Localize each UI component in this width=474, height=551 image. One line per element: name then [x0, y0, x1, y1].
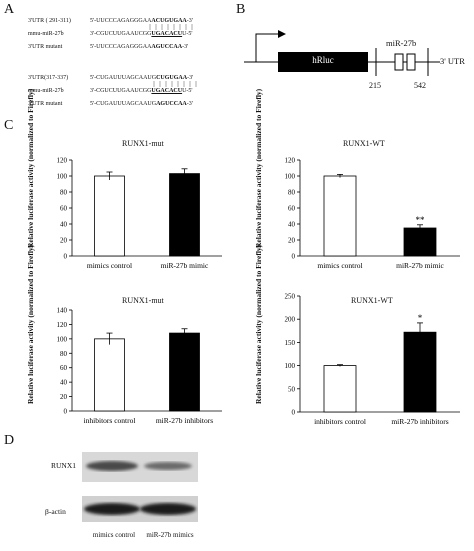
lane-label-2: miR-27b mimics — [146, 531, 194, 539]
y-tick-label: 150 — [285, 339, 296, 347]
seq-text: 3'-CGUCUUGAAUCGGUGACACUU-5' — [90, 31, 193, 37]
y-tick-label: 100 — [285, 362, 296, 370]
seq-text: 5'-CUGAUUUAGCAAUGCUGUGAA-3' — [90, 75, 194, 81]
band-label-runx1: RUNX1 — [51, 461, 77, 470]
x-category-label: miR-27b mimic — [396, 261, 444, 270]
panel-label-b: B — [236, 2, 246, 17]
utr-label: 3' UTR — [440, 56, 465, 66]
x-category-label: mimics control — [87, 261, 132, 270]
bar — [169, 332, 200, 412]
seq-text: 5'-UUCCCAGAGGGAAACUGUGAA-3' — [90, 18, 193, 24]
mir-site-1 — [394, 53, 404, 71]
y-tick-label: 80 — [60, 350, 68, 358]
pos-end-label: 542 — [414, 81, 426, 90]
y-tick-label: 80 — [288, 189, 296, 197]
y-tick-label: 80 — [60, 189, 68, 197]
mir-label: miR-27b — [386, 38, 417, 48]
x-category-label: miR-27b mimic — [161, 261, 209, 270]
bar — [323, 365, 357, 413]
y-tick-label: 100 — [57, 335, 68, 343]
y-tick-label: 40 — [288, 221, 296, 229]
bar-chart-runx1-wt-mimic: 0 20 40 60 80 100 120 mimics control ** miR-27b m… — [285, 157, 460, 270]
seq-label: 3'UTR(317-337) — [28, 75, 69, 81]
y-tick-label: 60 — [60, 205, 68, 213]
chart-title: RUNX1-mut — [122, 296, 164, 305]
y-tick-label: 120 — [285, 157, 296, 165]
band-runx1-lane1 — [86, 461, 138, 471]
y-tick-label: 0 — [64, 253, 68, 261]
seq-text: 5'-CUGAUUUAGCAAUGAGUCCAA-3' — [90, 101, 193, 107]
band-actin-lane2 — [140, 503, 196, 515]
construct-diagram — [244, 30, 440, 76]
y-tick-label: 0 — [64, 408, 68, 416]
y-tick-label: 200 — [285, 316, 296, 324]
y-tick-label: 0 — [292, 253, 296, 261]
pairing-lines — [153, 81, 197, 87]
band-runx1-lane2 — [144, 462, 192, 470]
y-tick-label: 100 — [285, 173, 296, 181]
chart-title: RUNX1-WT — [351, 296, 393, 305]
panel-label-d: D — [4, 433, 15, 448]
promoter-arrow-head — [278, 30, 286, 38]
bar-chart-runx1-wt-inhibitor: 0 50 100 150 200 250 inhibitors control * miR-27… — [285, 293, 460, 426]
significance-mark: ** — [416, 215, 426, 225]
seq-label: 3'UTR mutant — [28, 101, 63, 107]
bar — [94, 175, 125, 257]
x-category-label: miR-27b inhibitors — [156, 416, 213, 425]
y-tick-label: 250 — [285, 293, 296, 301]
panel-label-a: A — [4, 2, 15, 17]
seq-label: mmu-miR-27b — [28, 88, 64, 94]
y-tick-label: 20 — [60, 237, 68, 245]
lane-label-1: mimics control — [92, 531, 136, 539]
chart-title: RUNX1-WT — [343, 139, 385, 148]
y-tick-label: 120 — [57, 321, 68, 329]
y-tick-label: 120 — [57, 157, 68, 165]
y-tick-label: 140 — [57, 307, 68, 315]
bar — [169, 173, 200, 257]
band-label-actin: β-actin — [45, 507, 66, 516]
seq-text: 5'-UUCCCAGAGGGAAAGUCCAA-3' — [90, 44, 189, 50]
hrluc-label: hRluc — [312, 55, 334, 65]
seq-label: 3'UTR mutant — [28, 44, 63, 50]
y-tick-label: 20 — [288, 237, 296, 245]
y-tick-label: 0 — [292, 409, 296, 417]
x-category-label: inhibitors control — [314, 417, 366, 426]
bar — [403, 227, 437, 257]
y-tick-label: 40 — [60, 221, 68, 229]
seq-text: 3'-CGUCUUGAAUCGGUGACACUU-5' — [90, 88, 193, 94]
seq-label: 3'UTR ( 291-311) — [28, 18, 71, 24]
bar — [94, 338, 125, 412]
blot-image — [82, 452, 198, 522]
mir-site-2 — [406, 53, 416, 71]
band-actin-lane1 — [84, 503, 140, 515]
y-tick-label: 40 — [60, 379, 68, 387]
significance-mark: * — [418, 313, 423, 323]
x-category-label: miR-27b inhibitors — [391, 417, 448, 426]
bar-chart-runx1-mut-mimic: 0 20 40 60 80 100 120 mimics control miR-27b mim… — [57, 157, 222, 270]
bar-chart-runx1-mut-inhibitor: 0 20 40 60 80 100 120 140 inhibitors control miR-… — [57, 307, 222, 425]
panel-label-c: C — [4, 118, 14, 133]
pos-start-label: 215 — [369, 81, 381, 90]
y-tick-label: 100 — [57, 173, 68, 181]
pairing-lines — [149, 24, 193, 30]
y-tick-label: 60 — [60, 364, 68, 372]
bar — [403, 331, 437, 413]
hrluc-box — [278, 52, 368, 72]
x-category-label: inhibitors control — [84, 416, 136, 425]
promoter-arrow — [255, 33, 278, 62]
x-category-label: mimics control — [317, 261, 362, 270]
y-tick-label: 50 — [288, 385, 296, 393]
y-tick-label: 20 — [60, 393, 68, 401]
seq-label: mmu-miR-27b — [28, 31, 64, 37]
bar — [323, 175, 357, 257]
chart-title: RUNX1-mut — [122, 139, 164, 148]
y-tick-label: 60 — [288, 205, 296, 213]
